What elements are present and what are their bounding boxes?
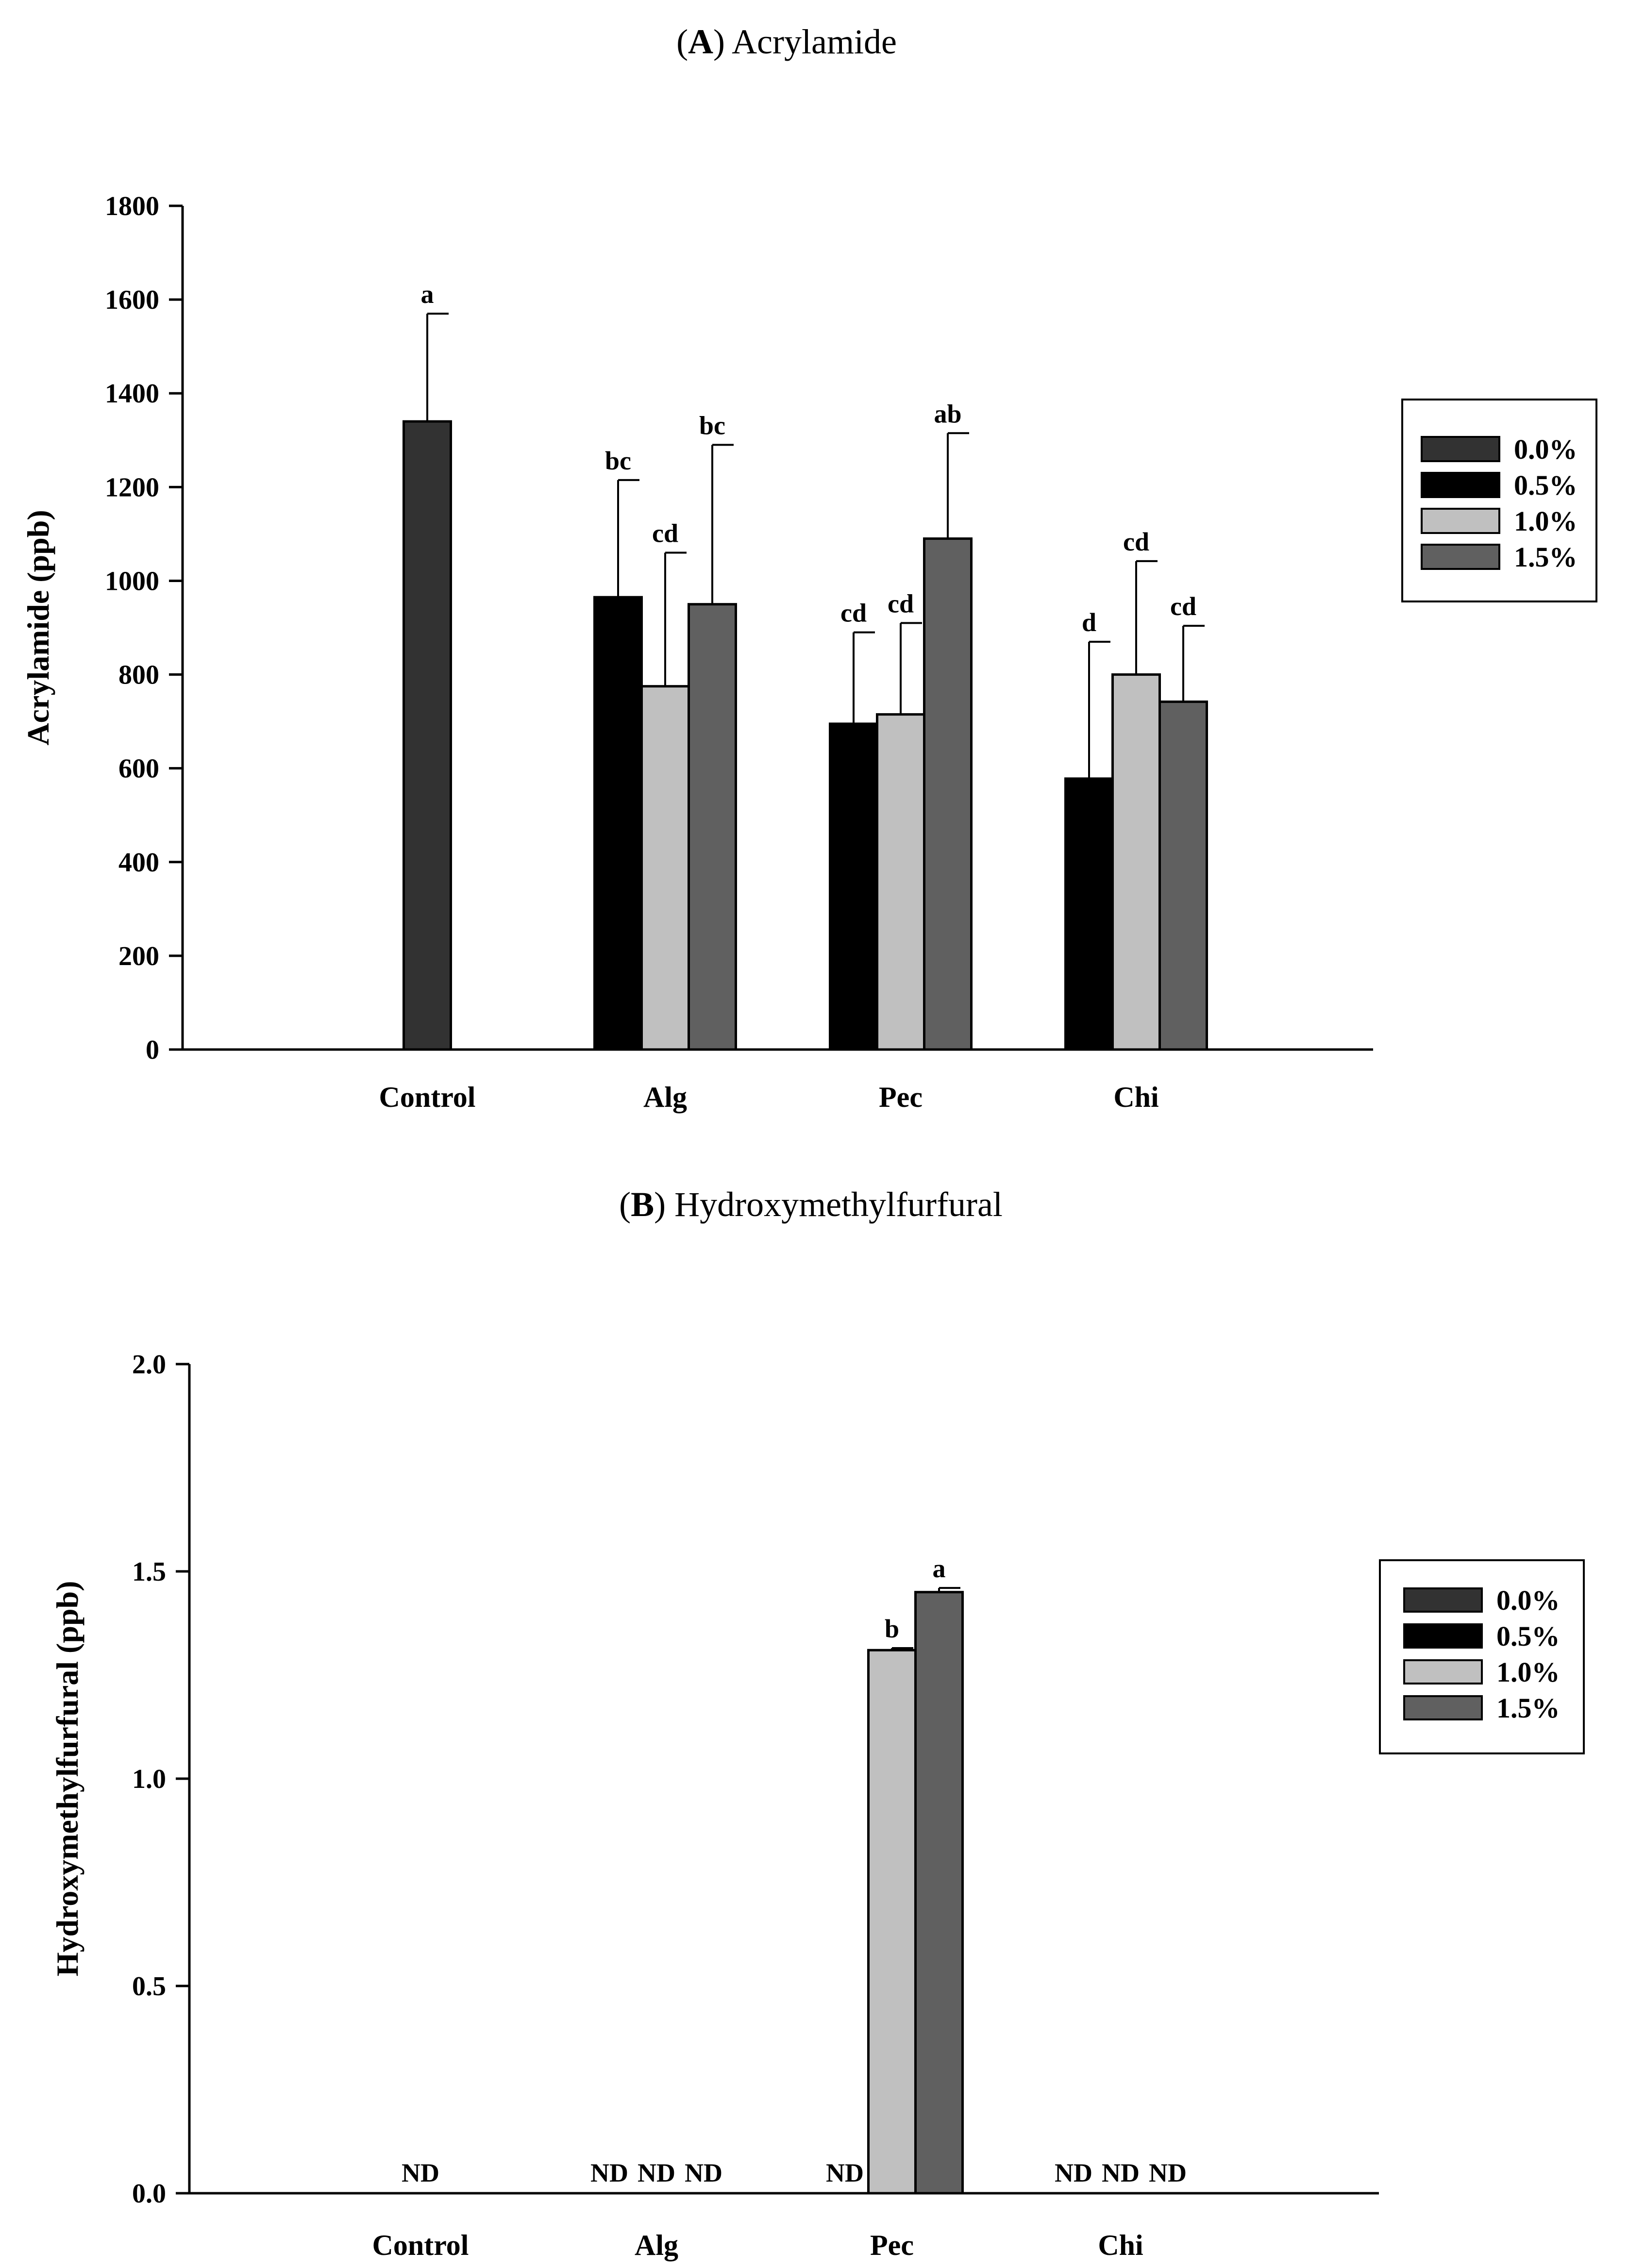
title-paren-open: (: [619, 1185, 631, 1224]
legend-label: 0.0%: [1496, 1584, 1560, 1616]
bar-chi-1.0pct[interactable]: [1111, 673, 1161, 1051]
y-tick-label: 0.0: [132, 2179, 166, 2209]
legend-swatch: [1403, 1695, 1483, 1720]
nd-label: ND: [590, 2158, 628, 2187]
bar-pec-1.0pct[interactable]: [876, 713, 925, 1051]
x-category-label: Chi: [1098, 2229, 1143, 2261]
y-tick-label: 1600: [105, 285, 159, 315]
nd-label: ND: [402, 2158, 439, 2187]
x-category-label: Control: [372, 2229, 469, 2261]
chart-panel-a: (A) Acrylamide 0 200 400 600 800 1000 1200 1400 1…: [21, 22, 1597, 1113]
chart-title: (B) Hydroxymethylfurfural: [619, 1185, 1003, 1224]
significance-label: bc: [699, 411, 725, 440]
nd-label: ND: [638, 2158, 675, 2187]
legend-swatch: [1421, 508, 1500, 534]
x-category-label: Alg: [643, 1081, 687, 1113]
y-axis-label: Acrylamide (ppb): [21, 510, 55, 745]
y-tick-label: 0.5: [132, 1971, 166, 2001]
y-tick-label: 1800: [105, 191, 159, 221]
legend-label: 0.5%: [1514, 469, 1578, 501]
significance-label: a: [421, 280, 434, 309]
y-tick-label: 1200: [105, 472, 159, 502]
legend-label: 0.5%: [1496, 1620, 1560, 1652]
chart-title: (A) Acrylamide: [676, 22, 897, 61]
title-paren-close: ): [713, 22, 732, 61]
bar-control-0.0pct[interactable]: [403, 420, 452, 1051]
bar-chi-0.5pct[interactable]: [1064, 777, 1114, 1051]
x-category-label: Pec: [879, 1081, 923, 1113]
legend-label: 1.5%: [1514, 541, 1578, 573]
significance-label: ab: [934, 399, 961, 428]
bar-alg-1.0pct[interactable]: [640, 685, 690, 1051]
legend-swatch: [1421, 544, 1500, 570]
significance-label: cd: [840, 599, 867, 628]
legend-label: 1.0%: [1496, 1656, 1560, 1688]
bar-alg-1.5pct[interactable]: [688, 603, 737, 1051]
legend-swatch: [1421, 436, 1500, 462]
legend-label: 1.0%: [1514, 505, 1578, 537]
y-tick-label: 800: [118, 660, 159, 690]
nd-label: ND: [685, 2158, 722, 2187]
panel-letter: A: [688, 22, 713, 61]
y-tick-label: 2.0: [132, 1350, 166, 1380]
bar-chi-1.5pct[interactable]: [1158, 700, 1208, 1051]
significance-label: b: [885, 1614, 899, 1643]
legend-swatch: [1403, 1623, 1483, 1649]
x-category-label: Alg: [635, 2229, 678, 2261]
y-tick-label: 0: [146, 1035, 159, 1065]
legend-swatch: [1403, 1659, 1483, 1684]
chart-panel-b: (B) Hydroxymethylfurfural 0.0 0.5 1.0 1.5 2.0…: [50, 1185, 1585, 2261]
y-tick-label: 1.0: [132, 1764, 166, 1794]
significance-label: cd: [652, 519, 678, 548]
bar-pec-1.5pct[interactable]: [914, 1591, 964, 2195]
legend-label: 1.5%: [1496, 1692, 1560, 1724]
significance-label: cd: [888, 589, 914, 618]
y-tick-label: 400: [118, 848, 159, 878]
significance-label: d: [1082, 608, 1096, 637]
y-axis-label: Hydroxymethylfurfural (ppb): [50, 1581, 84, 1977]
significance-label: a: [933, 1554, 946, 1583]
x-category-label: Control: [379, 1081, 476, 1113]
y-tick-label: 1000: [105, 566, 159, 596]
title-paren-close: ): [654, 1185, 674, 1224]
nd-label: ND: [826, 2158, 864, 2187]
significance-label: cd: [1170, 592, 1196, 621]
nd-label: ND: [1149, 2158, 1187, 2187]
legend: 0.0% 0.5% 1.0% 1.5%: [1379, 1559, 1585, 1754]
nd-label: ND: [1102, 2158, 1140, 2187]
y-tick-label: 200: [118, 941, 159, 971]
y-tick-label: 1400: [105, 379, 159, 409]
y-tick-label: 1.5: [132, 1557, 166, 1587]
nd-label: ND: [1055, 2158, 1092, 2187]
panel-letter: B: [631, 1185, 654, 1224]
bar-pec-1.0pct[interactable]: [867, 1649, 917, 2195]
x-category-label: Chi: [1113, 1081, 1158, 1113]
legend: 0.0% 0.5% 1.0% 1.5%: [1401, 399, 1597, 602]
title-text: Hydroxymethylfurfural: [674, 1185, 1003, 1224]
title-text: Acrylamide: [732, 22, 897, 61]
significance-label: bc: [605, 446, 631, 475]
bar-pec-1.5pct[interactable]: [923, 537, 973, 1051]
significance-label: cd: [1123, 527, 1149, 556]
y-tick-label: 600: [118, 754, 159, 784]
legend-swatch: [1421, 472, 1500, 498]
legend-label: 0.0%: [1514, 434, 1578, 465]
x-category-label: Pec: [870, 2229, 914, 2261]
legend-swatch: [1403, 1587, 1483, 1613]
bar-pec-0.5pct[interactable]: [829, 722, 878, 1051]
bar-alg-0.5pct[interactable]: [593, 596, 643, 1051]
title-paren-open: (: [676, 22, 688, 61]
